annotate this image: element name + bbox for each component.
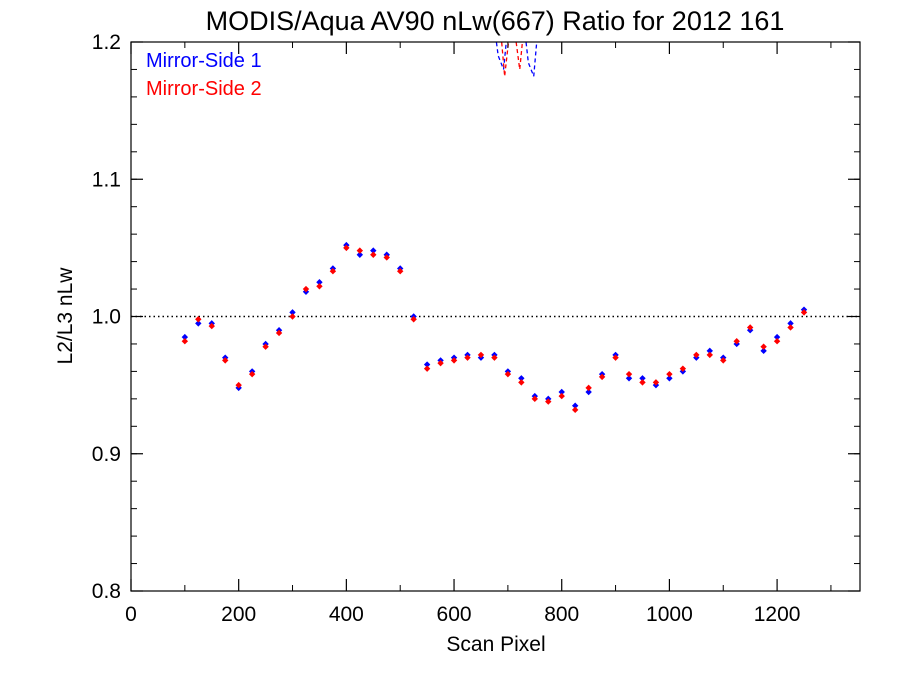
x-tick-label: 400 bbox=[329, 603, 364, 626]
data-point-ms2 bbox=[248, 370, 256, 378]
data-point-ms2 bbox=[370, 251, 377, 258]
x-tick-label: 0 bbox=[125, 603, 137, 626]
data-point-ms2 bbox=[800, 309, 808, 316]
data-point-ms2 bbox=[262, 343, 269, 350]
data-point-ms2 bbox=[746, 324, 754, 331]
data-point-ms2 bbox=[437, 359, 444, 367]
data-point-ms1 bbox=[195, 320, 202, 327]
data-point-ms2 bbox=[679, 365, 687, 372]
y-tick-label: 0.8 bbox=[92, 580, 121, 603]
data-point-ms2 bbox=[316, 283, 323, 290]
data-point-ms2 bbox=[383, 254, 390, 261]
x-axis-label: Scan Pixel bbox=[446, 633, 545, 656]
data-point-ms1 bbox=[773, 333, 781, 341]
data-point-ms1 bbox=[370, 247, 377, 254]
data-point-ms2 bbox=[666, 370, 673, 378]
data-point-ms1 bbox=[666, 375, 673, 382]
data-point-ms1 bbox=[639, 375, 646, 382]
data-point-ms2 bbox=[571, 406, 579, 414]
data-point-ms2 bbox=[545, 398, 552, 405]
y-tick-label: 1.1 bbox=[92, 168, 121, 191]
x-tick-label: 1200 bbox=[754, 603, 801, 626]
y-tick-label: 1.0 bbox=[92, 306, 121, 329]
data-point-ms2 bbox=[222, 357, 229, 364]
x-tick-label: 600 bbox=[437, 603, 472, 626]
data-point-ms2 bbox=[652, 379, 660, 386]
data-point-ms2 bbox=[410, 316, 417, 323]
data-point-ms2 bbox=[598, 373, 606, 381]
data-point-ms2 bbox=[195, 316, 202, 323]
x-tick-label: 800 bbox=[544, 603, 579, 626]
data-point-ms2 bbox=[464, 354, 471, 361]
data-point-ms2 bbox=[356, 247, 364, 254]
data-point-ms1 bbox=[787, 320, 794, 327]
data-point-ms2 bbox=[625, 370, 633, 378]
data-point-ms2 bbox=[558, 392, 565, 400]
data-point-ms2 bbox=[343, 244, 350, 252]
data-point-ms2 bbox=[787, 324, 794, 331]
chart-title: MODIS/Aqua AV90 nLw(667) Ratio for 2012 … bbox=[206, 6, 785, 36]
offscale-line-1 bbox=[525, 42, 538, 77]
ticks: 0 200 400 600 800 1000 1200 0.8 0.9 1.0 1.1 1.2 bbox=[92, 31, 860, 626]
data-point-ms1 bbox=[571, 402, 579, 409]
data-point-ms1 bbox=[423, 361, 431, 368]
legend-label-ms2: Mirror-Side 2 bbox=[146, 78, 262, 100]
data-point-ms2 bbox=[275, 329, 283, 337]
x-tick-label: 1000 bbox=[646, 603, 693, 626]
data-point-ms2 bbox=[531, 395, 539, 403]
data-point-ms2 bbox=[518, 379, 525, 386]
data-point-ms1 bbox=[625, 375, 633, 382]
data-point-ms2 bbox=[720, 357, 727, 364]
data-point-ms2 bbox=[397, 268, 404, 275]
y-tick-label: 0.9 bbox=[92, 443, 121, 466]
y-tick-label: 1.2 bbox=[92, 31, 121, 54]
data-point-ms1 bbox=[558, 388, 565, 396]
data-point-ms1 bbox=[181, 333, 189, 341]
y-axis-label: L2/L3 nLw bbox=[54, 267, 77, 365]
data-point-ms1 bbox=[585, 388, 592, 396]
data-point-ms2 bbox=[760, 343, 767, 350]
data-point-ms1 bbox=[518, 375, 525, 382]
data-point-ms1 bbox=[760, 347, 767, 355]
x-tick-label: 200 bbox=[221, 603, 256, 626]
data-point-ms1 bbox=[706, 347, 713, 355]
data-point-ms2 bbox=[612, 354, 619, 361]
data-point-ms2 bbox=[706, 351, 713, 359]
data-point-ms2 bbox=[733, 338, 740, 345]
data-point-ms2 bbox=[235, 381, 242, 389]
data-point-ms2 bbox=[773, 338, 781, 345]
data-point-ms2 bbox=[639, 379, 646, 386]
data-point-ms2 bbox=[450, 357, 458, 364]
legend-label-ms1: Mirror-Side 1 bbox=[146, 50, 262, 72]
data-point-ms2 bbox=[477, 351, 485, 359]
data-point-ms2 bbox=[504, 370, 512, 378]
data-points bbox=[181, 241, 808, 414]
data-point-ms2 bbox=[491, 354, 498, 361]
data-point-ms1 bbox=[356, 251, 364, 258]
data-point-ms1 bbox=[316, 278, 323, 286]
data-point-ms1 bbox=[289, 309, 296, 316]
data-point-ms2 bbox=[302, 285, 310, 293]
data-point-ms2 bbox=[289, 313, 296, 320]
data-point-ms2 bbox=[693, 351, 700, 359]
data-point-ms2 bbox=[181, 338, 189, 345]
data-point-ms2 bbox=[208, 322, 215, 330]
data-point-ms2 bbox=[329, 268, 337, 275]
data-point-ms2 bbox=[423, 365, 431, 372]
legend: Mirror-Side 1 Mirror-Side 2 bbox=[146, 50, 262, 100]
data-point-ms2 bbox=[585, 384, 592, 392]
